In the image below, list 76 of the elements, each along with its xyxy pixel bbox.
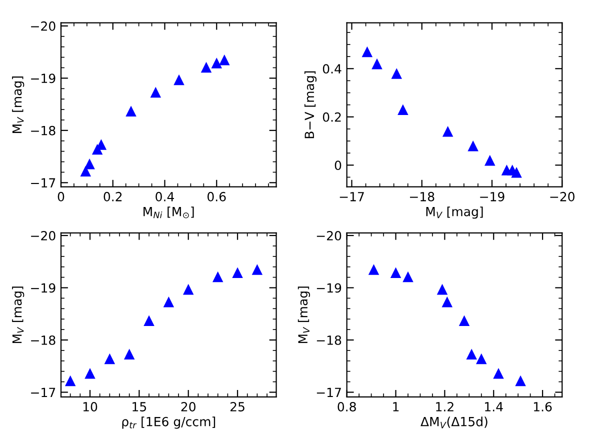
x-tick-label: 0.6 [208,192,226,202]
point [212,271,224,282]
y-tick-label: −17 [316,388,341,397]
y-tick-label: −20 [31,21,56,31]
point [372,58,382,70]
x-tick-label: 25 [230,402,244,412]
point [104,353,116,364]
y-tick-label: −19 [31,74,56,84]
point [144,315,154,326]
point [182,284,194,295]
y-tick-label: −18 [31,126,56,136]
y-tick-label: −18 [316,335,342,345]
point [219,54,230,66]
point [200,62,212,73]
point [476,353,487,364]
x-tick-label: 0.2 [104,192,122,202]
point [436,284,448,295]
point [163,296,174,308]
y-tick-label: −17 [31,178,56,188]
x-tick-label: −19 [480,192,504,202]
x-tick-label: −17 [340,192,364,202]
point [398,104,408,116]
x-tick-label: 1 [393,402,399,412]
point [391,68,402,79]
y-tick-label: −20 [31,230,56,240]
x-tick-label: 0.4 [156,192,174,202]
x-tick-label: 1.6 [534,402,552,412]
point [515,375,526,386]
y-tick-label: 0.2 [322,112,341,122]
x-tick-label: 15 [132,402,146,412]
point [362,46,373,58]
x-tick-label: 10 [83,402,98,412]
point [493,368,504,379]
point [174,74,184,86]
point [511,166,522,178]
y-tick-label: −19 [316,283,342,293]
point [402,271,414,282]
y-tick-label: −18 [31,335,56,345]
point [484,154,496,166]
point [368,264,380,275]
point [80,166,92,177]
point [466,348,477,360]
point [124,348,135,360]
point [390,267,402,278]
y-tick-label: −17 [31,388,56,397]
y-axis-title: B−V [mag] [304,71,317,138]
point [232,267,243,278]
x-tick-label: −20 [550,192,574,202]
x-axis-title: ρ$_{tr}$ [1E6 g/ccm] [122,416,216,429]
y-tick-label: 0 [334,160,342,170]
point [84,368,96,379]
point [64,375,76,386]
y-axis-title: M$_{V}$ [mag] [12,76,24,133]
y-axis-title: M$_{V}$ [mag] [298,286,310,344]
x-tick-label: 0.8 [338,402,356,412]
point [442,296,453,308]
point [442,126,454,137]
point [126,106,136,116]
point [468,140,478,152]
x-axis-title: ΔM$_{V}$(Δ15d) [420,416,488,428]
point [150,86,162,98]
x-tick-label: −18 [410,192,434,202]
point [211,58,222,68]
point [458,315,470,326]
point [84,158,95,170]
y-tick-label: −19 [31,283,56,293]
x-axis-title: M$_{V}$ [mag] [426,206,483,219]
x-axis-title: M$_{Ni}$ [M$_{⊙}$] [144,206,194,218]
y-tick-label: 0.4 [322,64,342,74]
x-tick-label: 1.4 [485,402,503,412]
x-tick-label: 20 [181,402,196,412]
point [252,264,263,275]
x-tick-label: 1.2 [436,402,454,412]
x-tick-label: 0 [58,192,64,202]
y-axis-title: M$_{V}$ [mag] [12,286,24,344]
y-tick-label: −20 [316,230,342,240]
